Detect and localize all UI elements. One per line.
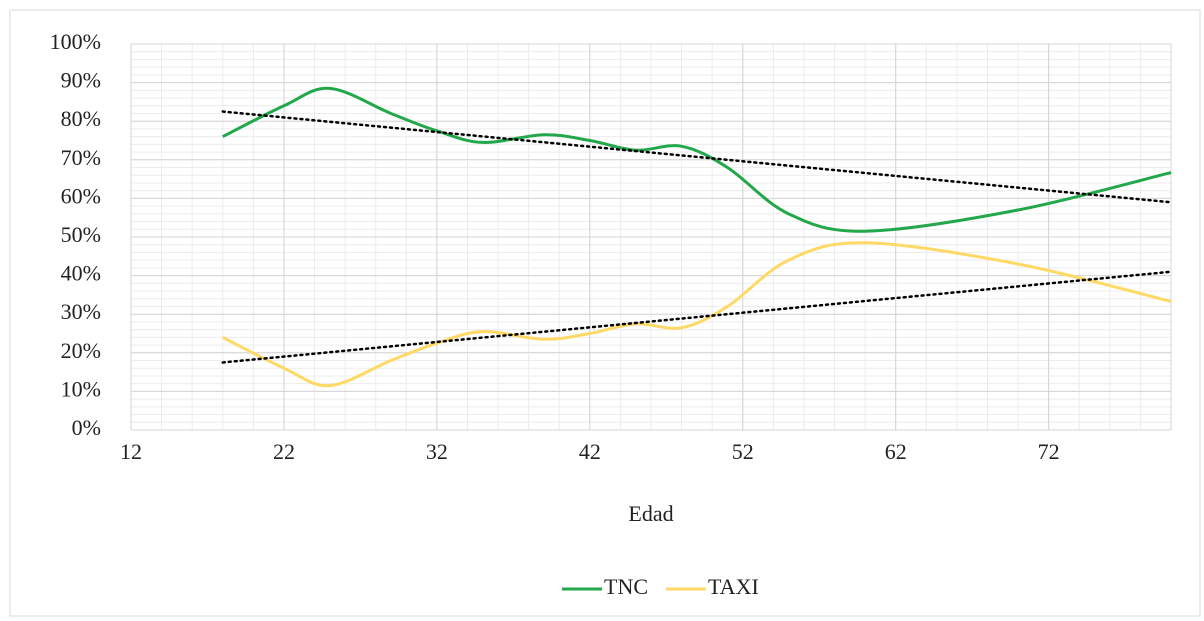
x-axis-title: Edad xyxy=(628,501,673,526)
y-tick-label: 0% xyxy=(72,415,101,440)
x-tick-label: 72 xyxy=(1038,439,1060,464)
x-tick-label: 42 xyxy=(579,439,601,464)
y-tick-label: 50% xyxy=(61,222,101,247)
y-tick-label: 90% xyxy=(61,68,101,93)
x-tick-label: 32 xyxy=(426,439,448,464)
y-tick-label: 40% xyxy=(61,261,101,286)
line-series xyxy=(222,241,1172,388)
trendline xyxy=(221,270,1173,364)
x-tick-label: 62 xyxy=(885,439,907,464)
y-tick-label: 30% xyxy=(61,299,101,324)
plot xyxy=(221,86,1173,388)
x-tick-label: 12 xyxy=(120,439,142,464)
y-tick-label: 60% xyxy=(61,183,101,208)
y-tick-label: 80% xyxy=(61,106,101,131)
line-series xyxy=(222,86,1172,233)
trendline xyxy=(221,110,1173,204)
y-tick-label: 10% xyxy=(61,376,101,401)
x-tick-label: 52 xyxy=(732,439,754,464)
legend-label: TNC xyxy=(604,574,648,599)
x-tick-label: 22 xyxy=(273,439,295,464)
y-tick-label: 70% xyxy=(61,145,101,170)
y-tick-label: 100% xyxy=(50,29,101,54)
chart-frame xyxy=(9,9,1201,617)
legend-label: TAXI xyxy=(708,574,759,599)
y-tick-label: 20% xyxy=(61,338,101,363)
